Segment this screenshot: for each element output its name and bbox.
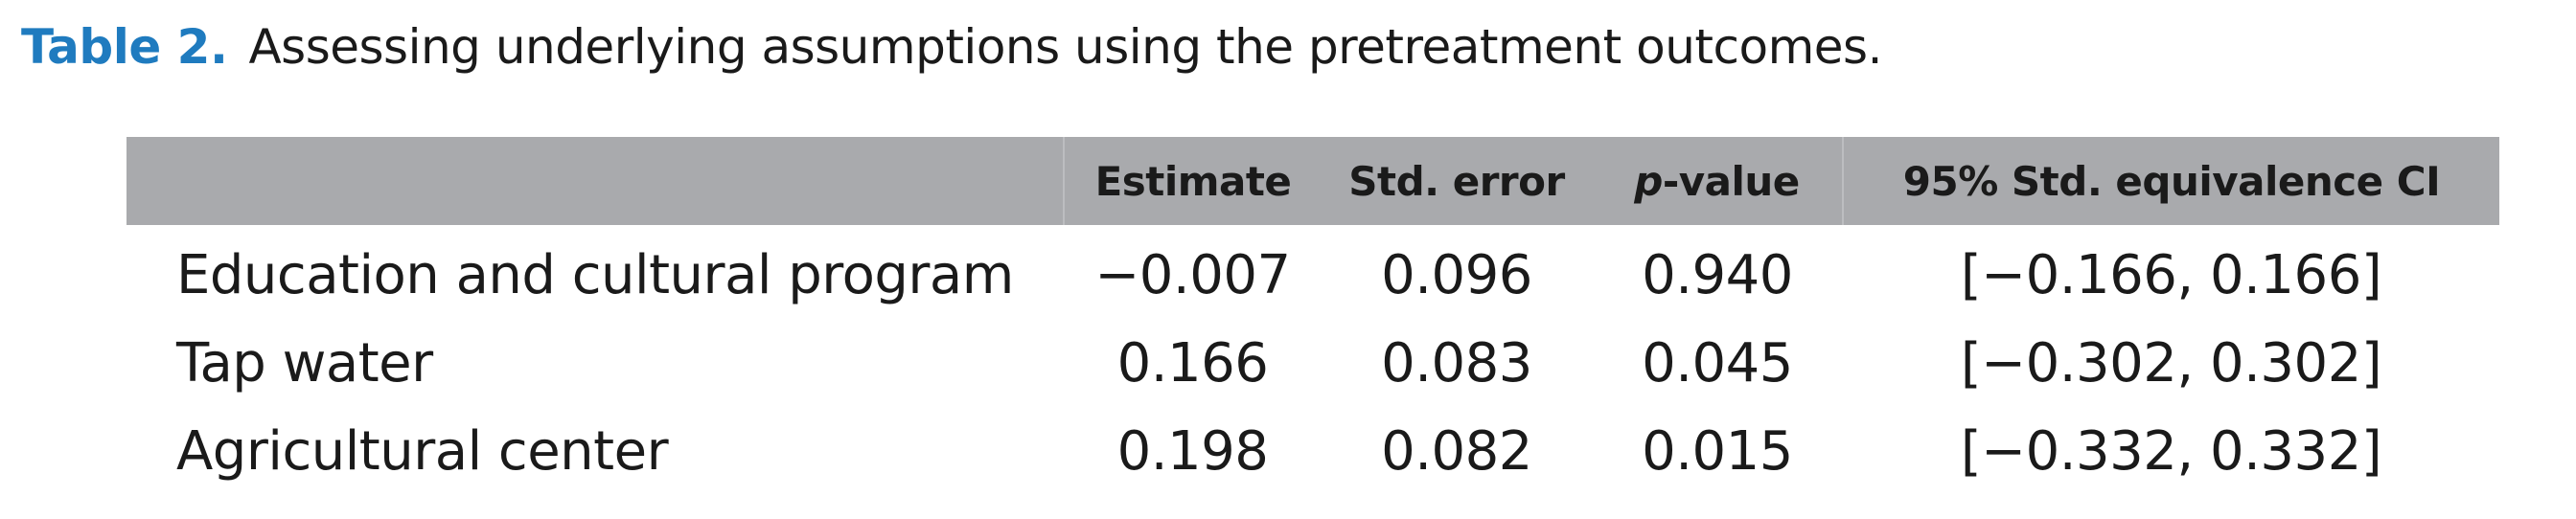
cell-std-error: 0.083 — [1381, 331, 1532, 395]
header-blank — [126, 137, 1064, 225]
cell-p-value: 0.940 — [1642, 243, 1793, 306]
table-row: Education and cultural program −0.007 0.… — [126, 225, 2499, 319]
cell-ci: [−0.332, 0.332] — [1960, 419, 2382, 483]
row-label: Tap water — [176, 331, 433, 395]
table-body: Education and cultural program −0.007 0.… — [126, 225, 2499, 495]
header-p-rest: -value — [1662, 157, 1800, 205]
cell-estimate: 0.198 — [1116, 419, 1269, 483]
row-label: Education and cultural program — [176, 243, 1014, 306]
table-row: Agricultural center 0.198 0.082 0.015 [−… — [126, 407, 2499, 495]
caption-label: Table 2. — [21, 19, 228, 75]
cell-p-value: 0.015 — [1642, 419, 1793, 483]
results-table: Estimate Std. error p-value 95% Std. equ… — [126, 137, 2499, 495]
header-p-italic: p — [1634, 157, 1663, 205]
cell-ci: [−0.302, 0.302] — [1960, 331, 2382, 395]
cell-std-error: 0.096 — [1381, 243, 1532, 306]
row-label: Agricultural center — [176, 419, 669, 483]
cell-std-error: 0.082 — [1381, 419, 1532, 483]
cell-p-value: 0.045 — [1642, 331, 1793, 395]
cell-ci: [−0.166, 0.166] — [1960, 243, 2382, 306]
caption-text: Assessing underlying assumptions using t… — [248, 19, 1882, 75]
header-row: Estimate Std. error p-value 95% Std. equ… — [126, 137, 2499, 225]
table-caption: Table 2. Assessing underlying assumptions… — [21, 13, 1882, 80]
header-p-value: p-value — [1592, 137, 1843, 225]
header-ci: 95% Std. equivalence CI — [1842, 137, 2499, 225]
table-header: Estimate Std. error p-value 95% Std. equ… — [126, 137, 2499, 225]
cell-estimate: 0.166 — [1116, 331, 1269, 395]
cell-estimate: −0.007 — [1094, 243, 1291, 306]
header-std-error: Std. error — [1348, 157, 1565, 205]
table-row: Tap water 0.166 0.083 0.045 [−0.302, 0.3… — [126, 319, 2499, 407]
header-estimate: Estimate — [1063, 137, 1322, 225]
